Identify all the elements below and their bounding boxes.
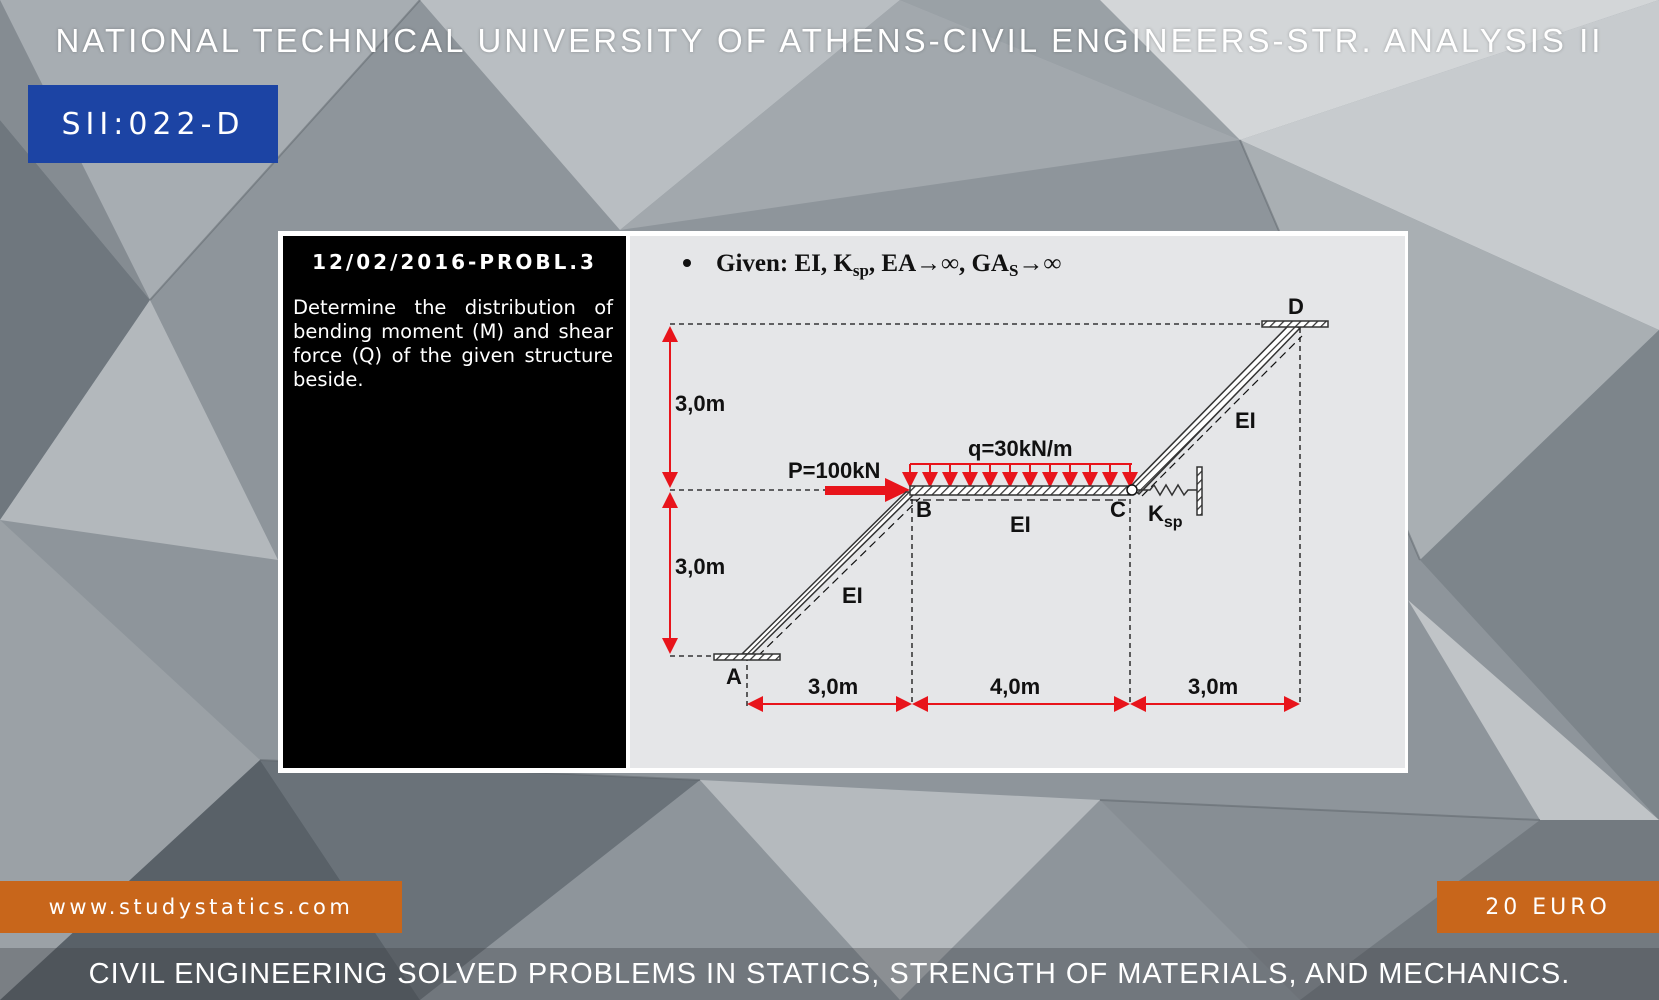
dim-ab: 3,0m (808, 674, 858, 699)
dim-height-bottom: 3,0m (675, 554, 725, 579)
support-a (713, 653, 781, 661)
structure-diagram: Given: EI, Ksp, EA→∞, GAS→∞ 3,0m 3,0m 3,… (630, 236, 1405, 768)
load-q-label: q=30kN/m (968, 436, 1073, 461)
guide-lines (670, 323, 1301, 706)
member-ab (740, 491, 921, 657)
dim-height-top: 3,0m (675, 391, 725, 416)
ei-cd-label: EI (1235, 408, 1256, 433)
footer-tagline: CIVIL ENGINEERING SOLVED PROBLEMS IN STA… (0, 948, 1659, 1000)
support-d (1261, 320, 1329, 328)
spring-label: Ksp (1148, 501, 1183, 531)
dim-cd: 3,0m (1188, 674, 1238, 699)
problem-description: Determine the distribution of bending mo… (293, 296, 613, 391)
node-d-label: D (1288, 294, 1304, 319)
member-bc (909, 485, 1131, 501)
ei-bc-label: EI (1010, 512, 1031, 537)
point-load-p (825, 478, 910, 502)
distributed-load-q (902, 463, 1138, 488)
frame-diagram-svg: Given: EI, Ksp, EA→∞, GAS→∞ 3,0m 3,0m 3,… (662, 250, 1329, 712)
website-link[interactable]: www.studystatics.com (0, 881, 402, 933)
given-text: Given: EI, Ksp, EA→∞, GAS→∞ (716, 250, 1061, 280)
node-a-label: A (726, 664, 742, 689)
problem-date-label: 12/02/2016-PROBL.3 (312, 250, 597, 274)
price-badge: 20 EURO (1437, 881, 1659, 933)
spring-ksp (1137, 466, 1203, 516)
problem-code-badge: SII:022-D (28, 85, 278, 163)
ei-ab-label: EI (842, 583, 863, 608)
bullet-icon (683, 259, 691, 267)
load-p-label: P=100kN (788, 458, 880, 483)
hinge-c (1126, 484, 1138, 496)
node-b-label: B (916, 497, 932, 522)
problem-description-box: 12/02/2016-PROBL.3 Determine the distrib… (283, 236, 626, 768)
member-cd (1128, 323, 1303, 497)
dim-bc: 4,0m (990, 674, 1040, 699)
node-c-label: C (1110, 497, 1126, 522)
page-title: NATIONAL TECHNICAL UNIVERSITY OF ATHENS-… (55, 22, 1604, 59)
